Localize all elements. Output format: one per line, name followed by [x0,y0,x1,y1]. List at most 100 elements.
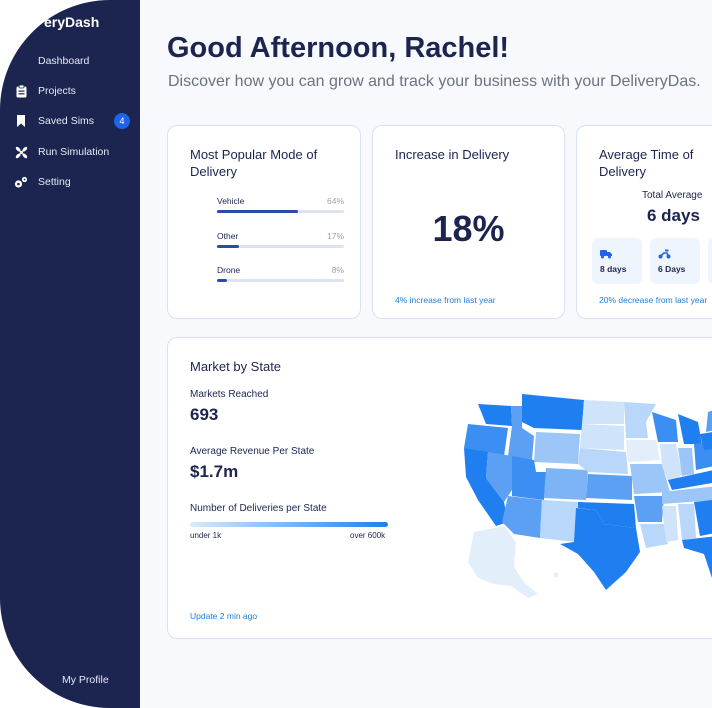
state-utah [512,456,546,500]
gears-icon [14,175,28,189]
mode-progress-fill [217,210,299,213]
card-title: Increase in Delivery [395,147,510,162]
state-new-york [706,410,712,432]
state-new-mexico [540,500,578,542]
state-oregon [464,424,508,456]
clipboard-icon [14,84,28,98]
scooter-icon [658,246,671,264]
avg-time-card: Average Time of Delivery Total Average 6… [576,125,712,319]
mode-name: Vehicle [217,196,245,206]
mode-name: Other [217,231,239,241]
state-texas [560,508,640,590]
state-wisconsin [652,412,678,442]
state-south-dakota [580,424,624,450]
mode-progress-track [217,245,344,248]
sidebar-item-label: Setting [38,176,71,188]
state-florida [682,536,712,578]
us-state-map[interactable] [456,382,712,612]
mode-percent: 8% [331,265,344,275]
sidebar-item-dashboard[interactable]: Dashboard [14,50,132,72]
avg-revenue-value: $1.7m [190,462,239,481]
state-iowa [626,440,660,462]
state-wyoming [534,432,580,464]
popular-mode-card: Most Popular Mode of Delivery Vehicle 64… [167,125,361,319]
mode-time-value: 8 days [600,264,627,274]
mode-name: Drone [217,265,241,275]
mode-progress-track [217,279,344,282]
card-title: Market by State [190,359,282,374]
state-missouri [630,464,670,494]
sidebar-item-label: Run Simulation [38,146,110,158]
state-alaska [468,526,538,598]
total-average-label: Total Average [642,190,703,201]
brand-logo: eryDash [44,14,100,30]
state-tennessee [662,486,712,504]
page-title: Good Afternoon, Rachel! [167,32,510,64]
mode-progress-track [217,210,344,213]
legend-high-label: over 600k [350,531,386,540]
markets-reached-value: 693 [190,405,219,424]
mode-time-tile: 6 Days [650,238,700,284]
state-montana [522,394,584,430]
state-hawaii [553,572,559,578]
sidebar-item-setting[interactable]: Setting [14,171,132,193]
state-minnesota [624,402,656,438]
sidebar-item-label: Projects [38,85,76,97]
mode-time-tile: 8 days [592,238,642,284]
home-icon [14,54,28,68]
truck-icon [600,246,612,264]
mode-progress-fill [217,279,228,282]
increase-footer-link[interactable]: 4% increase from last year [395,295,496,305]
avg-revenue-label: Average Revenue Per State [190,446,315,457]
state-kentucky [668,470,712,490]
legend-low-label: under 1k [190,531,222,540]
fan-icon [14,145,28,159]
state-nebraska [578,448,628,474]
state-kansas [586,474,632,500]
mode-progress-fill [217,245,239,248]
increase-card: Increase in Delivery 18% 4% increase fro… [372,125,565,319]
sidebar-item-my-profile[interactable]: My Profile [62,674,109,686]
mode-percent: 64% [326,196,344,206]
state-mississippi [662,506,678,542]
state-california [464,448,508,526]
state-indiana [678,448,694,476]
market-update-link[interactable]: Update 2 min ago [190,611,258,621]
state-arizona [502,496,542,538]
markets-reached-label: Markets Reached [190,389,269,400]
state-nevada [486,452,512,502]
card-title: Most Popular Mode of Delivery [190,147,318,179]
state-louisiana [640,524,668,548]
mode-time-tile [708,238,712,284]
legend-gradient-bar [190,522,388,527]
state-colorado [544,468,588,500]
avg-time-footer-link[interactable]: 20% decrease from last year [599,295,708,305]
sidebar-item-projects[interactable]: Projects [14,80,132,102]
state-north-dakota [582,400,624,424]
sidebar: eryDash Dashboard Projects Saved Sims 4 … [0,0,140,708]
sidebar-item-label: Dashboard [38,55,90,67]
card-title: Average Time of Delivery [599,147,694,179]
state-pennsylvania [700,432,712,450]
state-washington [478,404,512,426]
state-georgia [694,500,712,536]
bookmark-icon [14,114,28,128]
increase-value: 18% [432,208,505,249]
state-idaho [508,406,534,460]
state-michigan [678,414,702,444]
state-alabama [678,504,696,540]
sidebar-item-label: Saved Sims [38,115,95,127]
market-card: Market by State Markets Reached 693 Aver… [167,337,712,639]
page-subtitle: Discover how you can grow and track your… [168,73,701,90]
state-arkansas [634,496,664,522]
sidebar-item-saved-sims[interactable]: Saved Sims 4 [14,110,132,132]
mode-time-value: 6 Days [658,264,686,274]
saved-sims-count-badge: 4 [114,113,130,129]
mode-percent: 17% [326,231,344,241]
sidebar-item-run-simulation[interactable]: Run Simulation [14,141,132,163]
total-average-value: 6 days [647,206,700,225]
state-illinois [660,444,682,486]
state-oklahoma [578,502,636,528]
legend-title: Number of Deliveries per State [190,503,327,514]
